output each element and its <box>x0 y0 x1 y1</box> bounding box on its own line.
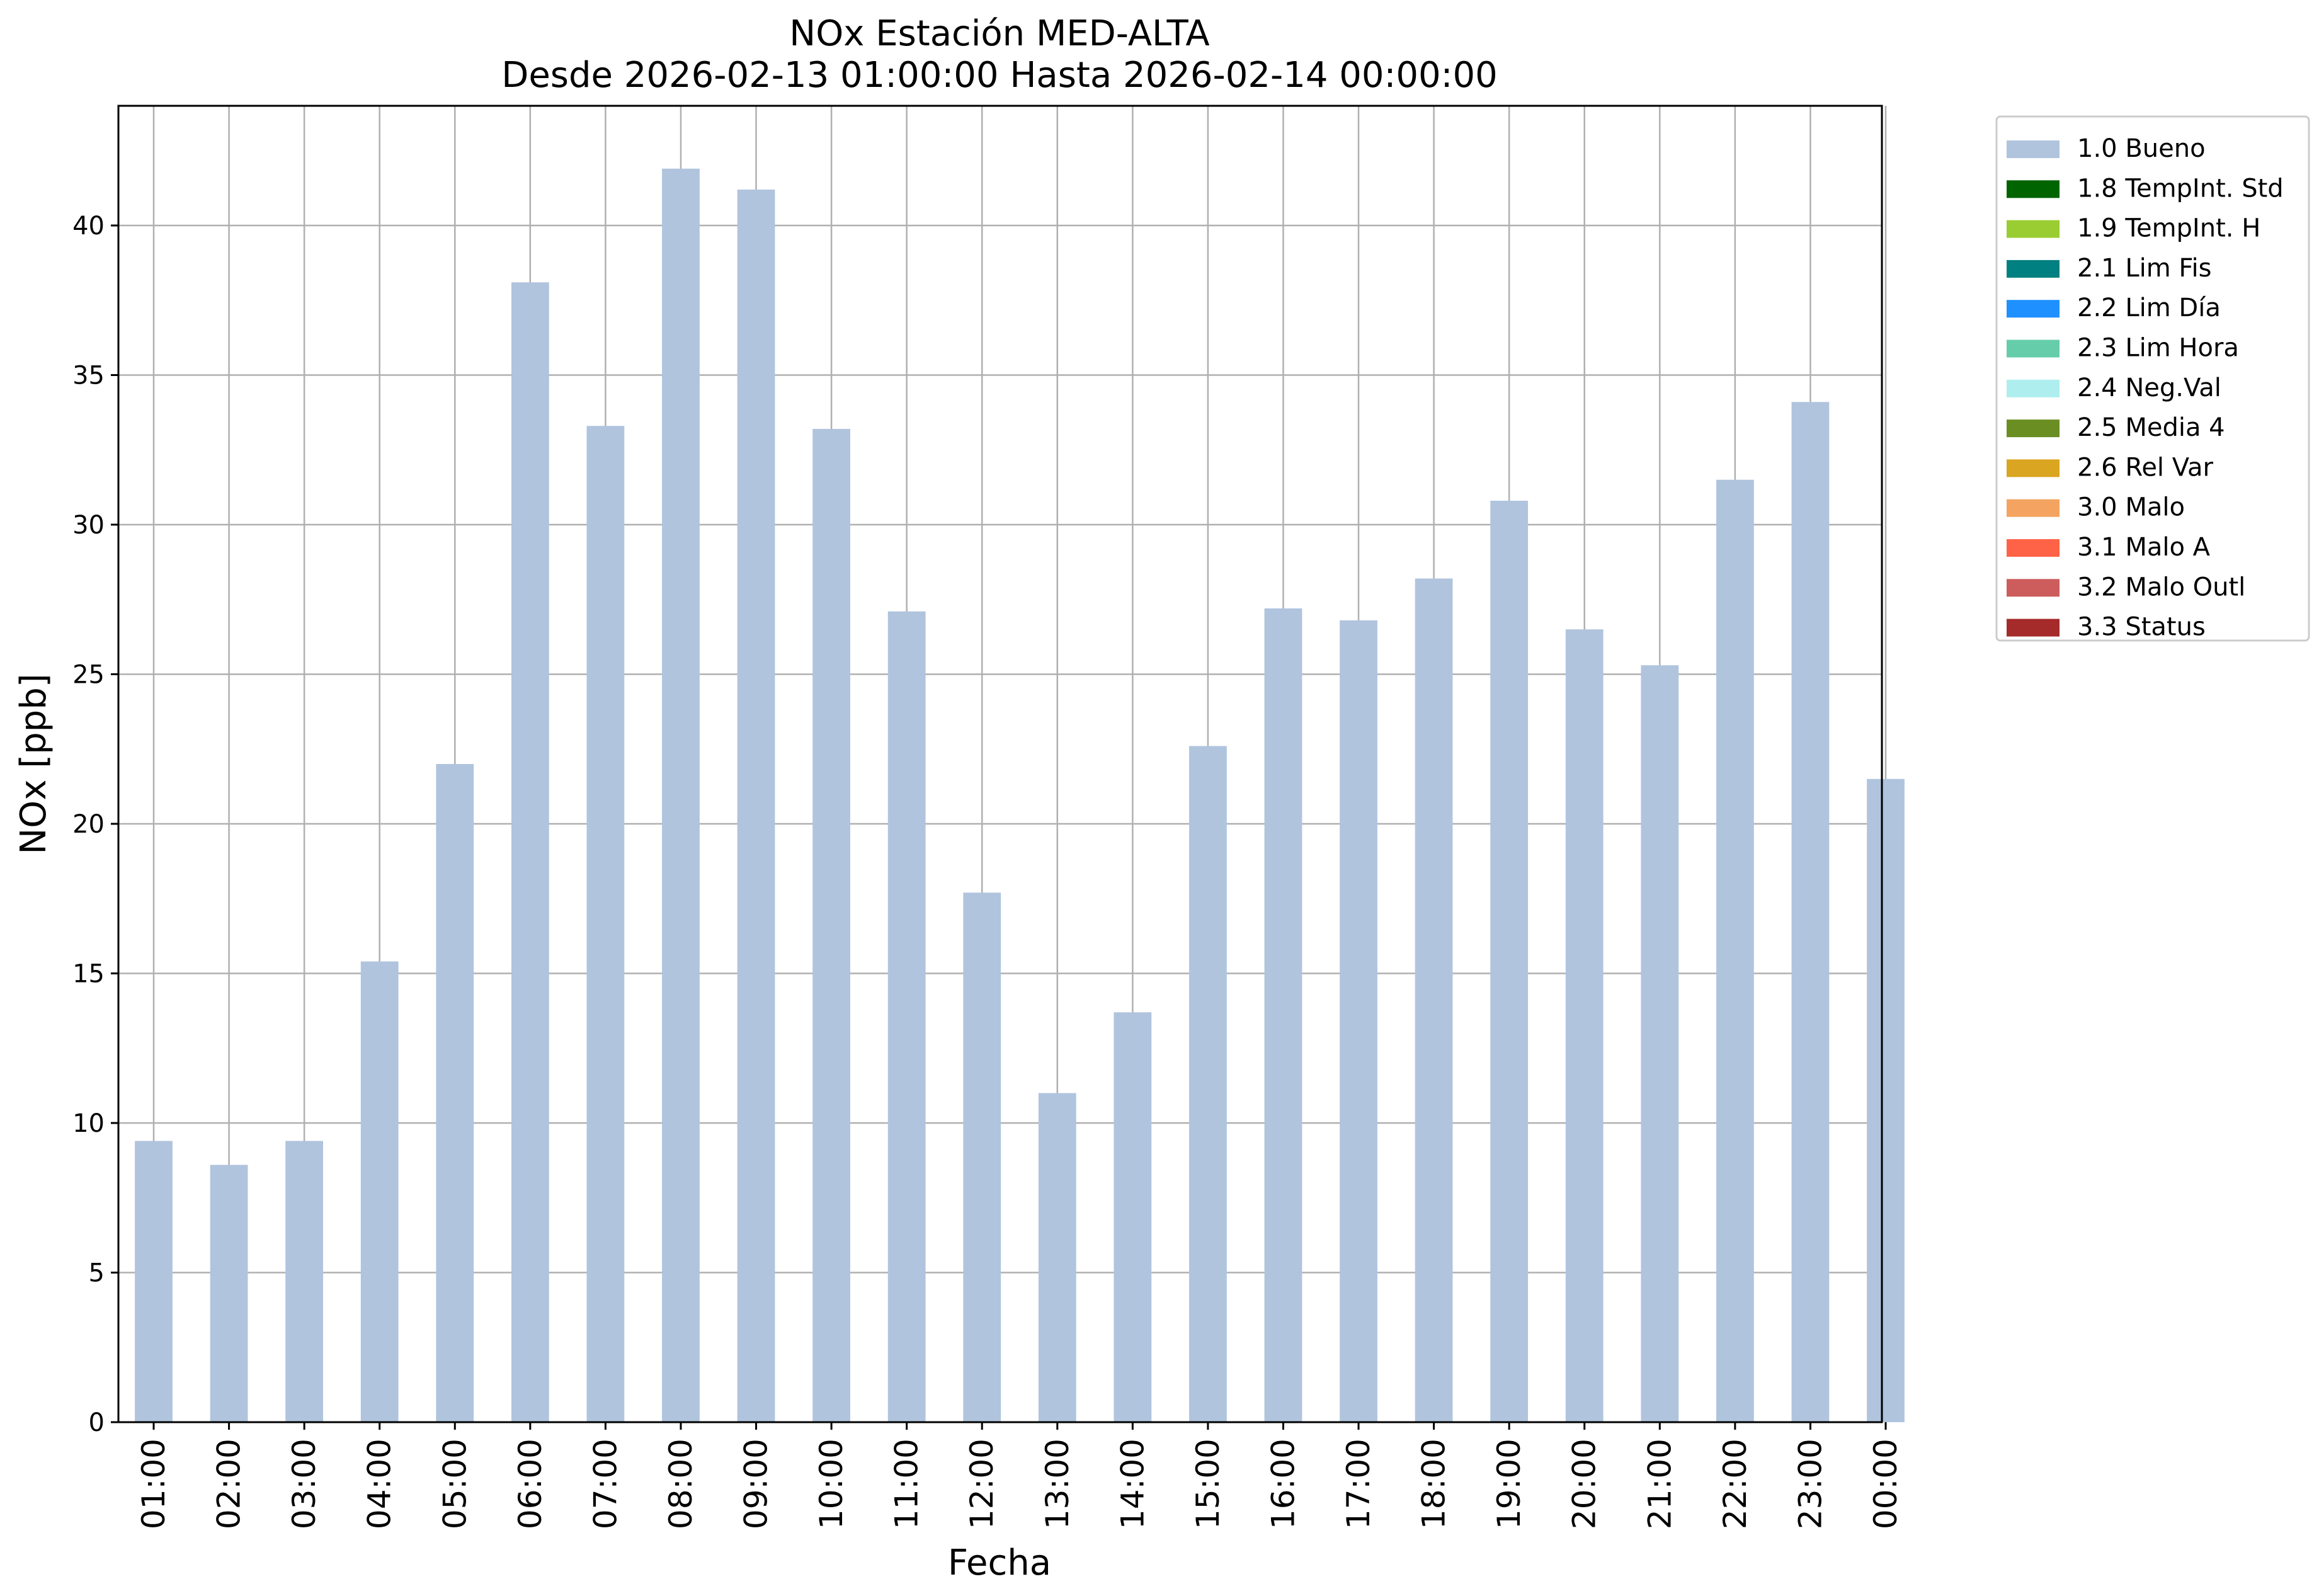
x-tick-label: 20:00 <box>1566 1439 1603 1529</box>
legend-label: 1.8 TempInt. Std <box>2077 174 2284 203</box>
x-tick-label: 22:00 <box>1717 1439 1753 1529</box>
x-tick-label: 06:00 <box>512 1439 549 1529</box>
bar-1800 <box>1415 578 1453 1422</box>
bar-0800 <box>662 168 700 1422</box>
x-axis-ticks: 01:00 02:00 03:00 04:00 05:00 06:00 07:00 08:00… <box>135 1422 1904 1529</box>
chart-subtitle: Desde 2026-02-13 01:00:00 Hasta 2026-02-… <box>501 55 1498 96</box>
x-tick-label: 11:00 <box>889 1439 925 1529</box>
bar-2100 <box>1641 665 1679 1422</box>
x-tick-label: 03:00 <box>286 1439 322 1529</box>
bar-0900 <box>737 190 775 1422</box>
bar-0100 <box>135 1141 173 1422</box>
y-axis-ticks: 0 5 10 15 20 25 30 35 40 <box>72 212 118 1437</box>
x-tick-label: 12:00 <box>964 1439 1000 1529</box>
legend-swatch <box>2007 459 2060 477</box>
bar-1600 <box>1264 608 1302 1422</box>
x-tick-label: 18:00 <box>1416 1439 1452 1529</box>
legend-label: 2.6 Rel Var <box>2077 453 2214 482</box>
bar-0200 <box>210 1165 248 1422</box>
x-tick-label: 01:00 <box>135 1439 172 1529</box>
legend-swatch <box>2007 499 2060 517</box>
legend-swatch <box>2007 579 2060 597</box>
legend: 1.0 Bueno 1.8 TempInt. Std 1.9 TempInt. H 2… <box>1995 115 2310 642</box>
bar-0000 <box>1867 778 1905 1422</box>
bar-2000 <box>1565 629 1604 1422</box>
legend-swatch <box>2007 339 2060 358</box>
y-axis-label: NOx [ppb] <box>13 673 54 854</box>
y-tick-label: 25 <box>72 661 105 690</box>
legend-label: 3.0 Malo <box>2077 493 2185 522</box>
chart-title: NOx Estación MED-ALTA <box>789 13 1209 54</box>
bar-2200 <box>1716 479 1754 1422</box>
bar-0500 <box>436 764 474 1422</box>
legend-label: 2.4 Neg.Val <box>2077 373 2221 402</box>
bar-1200 <box>963 892 1001 1422</box>
x-tick-label: 00:00 <box>1867 1439 1904 1529</box>
y-tick-label: 40 <box>72 212 105 241</box>
bar-1000 <box>812 429 850 1422</box>
y-tick-label: 35 <box>72 362 105 390</box>
legend-label: 3.3 Status <box>2077 613 2206 642</box>
bar-1700 <box>1340 620 1377 1422</box>
x-tick-label: 13:00 <box>1039 1439 1076 1529</box>
legend-swatch <box>2007 300 2060 318</box>
bar-2300 <box>1791 402 1830 1422</box>
x-tick-label: 10:00 <box>813 1439 850 1529</box>
legend-label: 3.2 Malo Outl <box>2077 573 2245 601</box>
bar-0700 <box>586 426 625 1422</box>
x-tick-label: 17:00 <box>1340 1439 1377 1529</box>
x-axis-label: Fecha <box>948 1542 1051 1583</box>
bar-1500 <box>1189 746 1227 1422</box>
legend-label: 2.2 Lim Día <box>2077 294 2221 322</box>
x-tick-label: 16:00 <box>1265 1439 1301 1529</box>
legend-swatch <box>2007 618 2060 637</box>
legend-swatch <box>2007 379 2060 397</box>
legend-label: 1.0 Bueno <box>2077 134 2206 163</box>
legend-label: 2.3 Lim Hora <box>2077 334 2239 363</box>
x-tick-label: 23:00 <box>1792 1439 1828 1529</box>
x-tick-label: 14:00 <box>1114 1439 1151 1529</box>
legend-swatch <box>2007 180 2060 198</box>
bar-1900 <box>1490 501 1529 1422</box>
legend-swatch <box>2007 419 2060 438</box>
bar-1100 <box>887 611 926 1422</box>
y-tick-label: 0 <box>89 1408 105 1437</box>
legend-swatch <box>2007 220 2060 238</box>
legend-label: 3.1 Malo A <box>2077 533 2211 562</box>
bar-1300 <box>1038 1093 1076 1422</box>
legend-label: 2.1 Lim Fis <box>2077 254 2211 283</box>
x-tick-label: 02:00 <box>211 1439 248 1529</box>
legend-label: 2.5 Media 4 <box>2077 413 2225 442</box>
plot-frame <box>117 105 1883 1423</box>
bar-0400 <box>360 961 399 1422</box>
y-tick-label: 20 <box>72 810 105 839</box>
legend-swatch <box>2007 539 2060 557</box>
x-tick-label: 19:00 <box>1491 1439 1527 1529</box>
x-tick-label: 04:00 <box>362 1439 398 1529</box>
bar-0600 <box>511 282 549 1422</box>
x-tick-label: 09:00 <box>738 1439 775 1529</box>
x-tick-label: 07:00 <box>587 1439 624 1529</box>
legend-label: 1.9 TempInt. H <box>2077 214 2260 243</box>
bar-0300 <box>285 1141 324 1422</box>
legend-frame <box>1995 115 2310 642</box>
legend-swatch <box>2007 140 2060 158</box>
bars <box>135 168 1905 1422</box>
y-tick-label: 15 <box>72 960 105 989</box>
bar-1400 <box>1114 1012 1152 1422</box>
x-tick-label: 08:00 <box>663 1439 699 1529</box>
x-tick-label: 21:00 <box>1641 1439 1678 1529</box>
x-tick-label: 05:00 <box>436 1439 473 1529</box>
y-tick-label: 5 <box>89 1259 105 1288</box>
x-tick-label: 15:00 <box>1190 1439 1226 1529</box>
y-tick-label: 10 <box>72 1109 105 1138</box>
legend-swatch <box>2007 259 2060 278</box>
y-tick-label: 30 <box>72 511 105 540</box>
